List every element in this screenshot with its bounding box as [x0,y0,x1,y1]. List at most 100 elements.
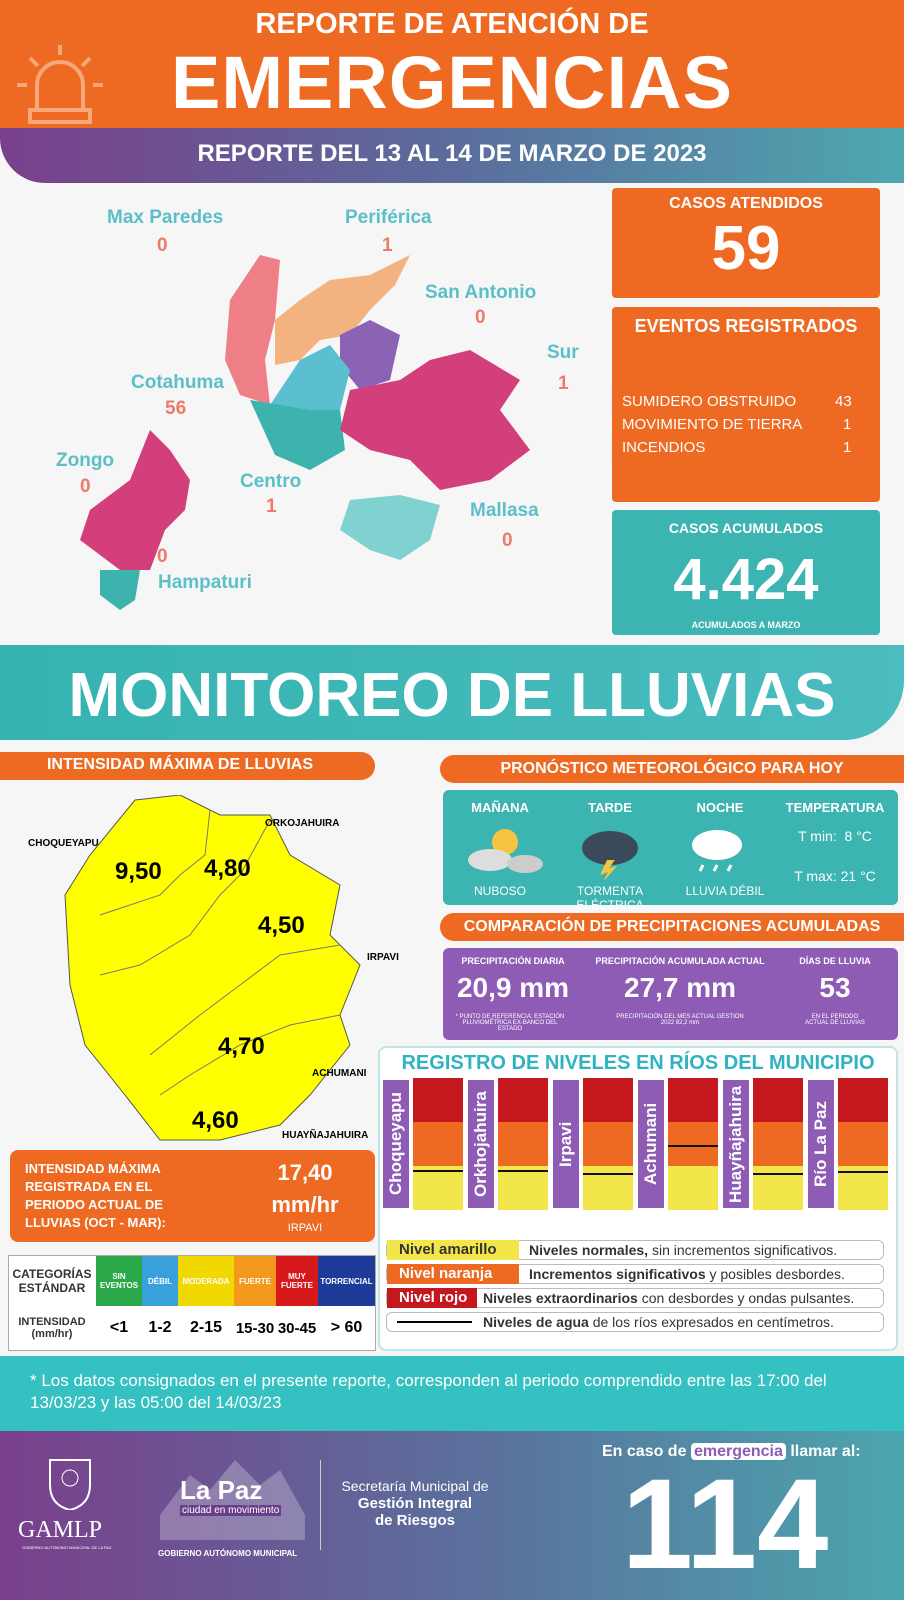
river-name: Achumani [638,1080,664,1208]
city-name: La Paz [180,1475,263,1505]
district-name: Hampaturi [158,572,252,593]
title-line1: REPORTE DE ATENCIÓN DE [255,8,649,40]
divider [320,1460,321,1550]
legend-row: Nivel rojo Niveles extraordinarios con de… [386,1288,884,1308]
temperature-max: T max: 21 °C [794,868,876,884]
forecast-box [443,790,898,905]
call-end: llamar al: [790,1443,861,1460]
secretaria: de Riesgos [374,1512,456,1529]
legend-text: Niveles normales, sin incrementos signif… [529,1241,837,1259]
basin-name: ACHUMANI [312,1068,367,1079]
district-cases: 1 [266,496,277,517]
rivers-title: REGISTRO DE NIVELES EN RÍOS DEL MUNICIPI… [401,1052,875,1074]
event-value: 1 [843,439,852,456]
river-name: Choqueyapu [383,1080,409,1208]
max-intensity-value: 17,40 [277,1160,333,1185]
legend-bold: Incrementos significativos [529,1266,706,1282]
legend-desc: y posibles desbordes. [705,1266,845,1282]
table-cell: 2-15 [189,1319,223,1336]
table-cell: <1 [109,1319,129,1336]
table-cell: 15-30 [235,1319,275,1337]
max-intensity-station: IRPAVI [287,1222,323,1234]
district-cases: 0 [502,530,513,551]
org-name: GAMLP [18,1517,103,1543]
river-gauge [413,1078,463,1210]
max-intensity-unit: mm/hr [271,1192,339,1217]
precipitation-note: * PUNTO DE REFERENCIA: ESTACIÓN PLUVIOMÉ… [455,1014,565,1032]
cases-box [612,188,880,298]
district-name: San Antonio [425,282,537,303]
water-line [498,1170,548,1172]
gauge-level [668,1122,718,1166]
call-start: En caso de [602,1443,687,1460]
weather-icons [468,829,742,880]
basin-value: 4,50 [258,912,305,939]
river-name: Huayñajahuira [723,1080,749,1208]
river-gauge [753,1078,803,1210]
subtitle: REPORTE DEL 13 AL 14 DE MARZO DE 2023 [197,140,707,167]
table-header: SIN EVENTOS [96,1256,142,1306]
forecast-period: TARDE [588,800,632,815]
legend-text: Niveles de agua de los ríos expresados e… [483,1313,834,1331]
basin-value: 4,60 [192,1107,239,1134]
river-name: Irpavi [553,1080,579,1208]
monitoring-band [0,645,904,740]
legend-row: Niveles de agua de los ríos expresados e… [386,1312,884,1332]
gauge-level [668,1166,718,1210]
table-header: MUY FUERTE [276,1256,318,1306]
gauge-level [413,1122,463,1166]
gauge-level [838,1078,888,1122]
river-gauge [668,1078,718,1210]
accumulated-box [612,510,880,635]
legend-bold: Niveles extraordinarios [483,1290,638,1306]
gov-name: GOBIERNO AUTÓNOMO MUNICIPAL [158,1549,298,1558]
basin-name: ORKOJAHUIRA [265,818,340,829]
gauge-level [838,1166,888,1210]
gauge-level [668,1078,718,1122]
gamlp-crest [49,1459,91,1510]
accumulated-value: 4.424 [673,547,819,612]
gauge-level [838,1122,888,1166]
precipitation-header [440,913,904,941]
legend-row: Nivel naranja Incrementos significativos … [386,1264,884,1284]
river-gauge [838,1078,888,1210]
events-box [612,307,880,502]
forecast-title: PRONÓSTICO METEOROLÓGICO PARA HOY [500,760,844,777]
intensity-title: INTENSIDAD MÁXIMA DE LLUVIAS [46,756,314,773]
legend-row: Nivel amarillo Niveles normales, sin incr… [386,1240,884,1260]
cases-label: CASOS ATENDIDOS [669,195,823,212]
basin-name: CHOQUEYAPU [28,838,99,849]
district-cases: 1 [382,235,393,256]
table-header: CATEGORÍAS ESTÁNDAR [12,1267,92,1295]
precipitation-label: PRECIPITACIÓN DIARIA [461,956,565,966]
event-value: 43 [835,393,852,410]
accumulated-label: CASOS ACUMULADOS [668,520,824,536]
legend-desc: con desbordes y ondas pulsantes. [637,1290,855,1306]
district-name: Mallasa [470,500,539,521]
district-cases: 0 [475,307,486,328]
river-name: Río La Paz [808,1080,834,1208]
cases-value: 59 [711,214,781,283]
legend-label: Nivel amarillo [387,1240,519,1260]
temperature-label: TEMPERATURA [785,800,885,815]
events-title: EVENTOS REGISTRADOS [634,316,858,336]
district-cases: 0 [80,476,91,497]
call-highlight: emergencia [690,1443,786,1460]
max-intensity-label: INTENSIDAD MÁXIMA REGISTRADA EN EL PERIO… [25,1161,166,1230]
table-cell: > 60 [330,1319,363,1336]
water-line [668,1145,718,1147]
table-header: MODERADA [178,1256,234,1306]
footnote-band [0,1356,904,1431]
city-tagline: ciudad en movimiento [180,1505,282,1516]
water-line [413,1170,463,1172]
legend-text: Incrementos significativos y posibles de… [529,1265,845,1283]
gauge-level [498,1166,548,1210]
table-header: DÉBIL [142,1256,178,1306]
gauge-level [498,1078,548,1122]
table-header: TORRENCIAL [318,1256,375,1306]
basin-map [64,795,361,1141]
water-line [838,1171,888,1173]
district-name: Max Paredes [107,207,224,228]
max-intensity-box [10,1150,375,1242]
